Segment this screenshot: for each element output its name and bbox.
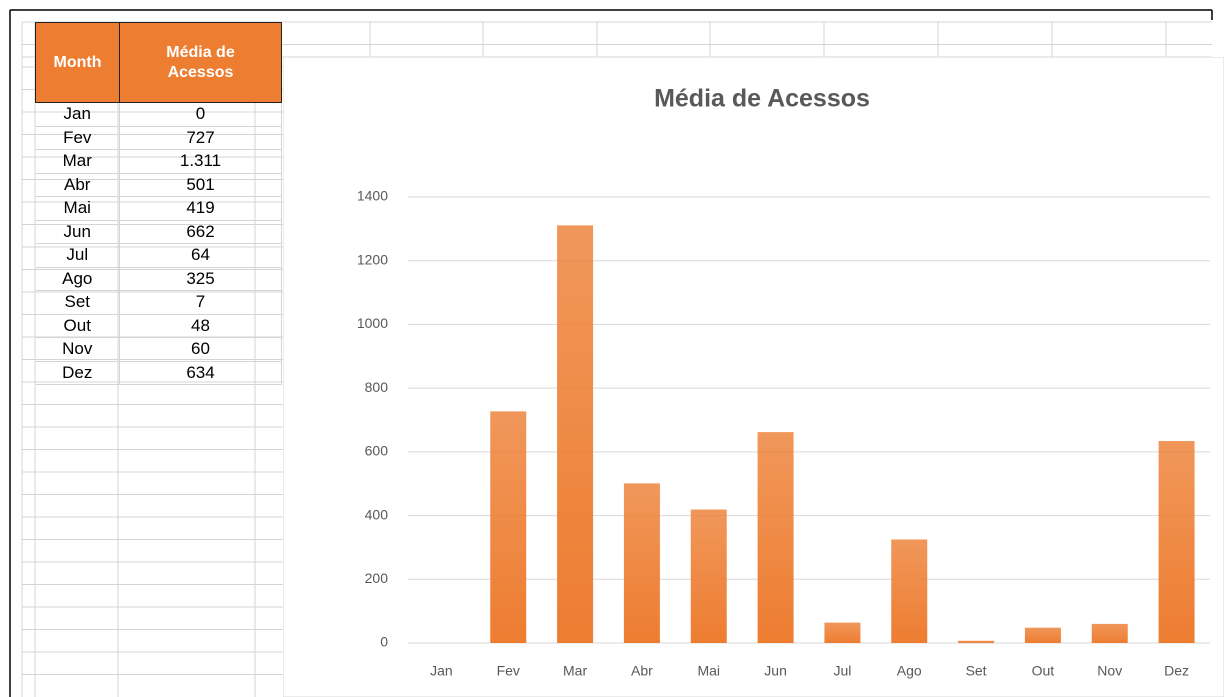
header-cell: Média de Acessos: [119, 22, 282, 103]
bar: [557, 225, 594, 644]
x-tick-label: Fev: [497, 663, 520, 679]
x-tick-label: Jun: [764, 663, 787, 679]
table-row: Fev 727: [35, 126, 282, 150]
x-tick-label: Nov: [1097, 663, 1122, 679]
table-cell: Mar: [35, 149, 120, 174]
table-cell: 325: [119, 267, 282, 291]
x-tick-label: Abr: [631, 663, 653, 679]
x-tick-label: Set: [966, 663, 987, 679]
x-tick-label: Jan: [430, 663, 453, 679]
table-row: Abr 501: [35, 173, 282, 197]
table-row: Nov 60: [35, 337, 282, 362]
table-cell: 64: [119, 243, 282, 268]
table-cell: Jul: [35, 243, 120, 268]
y-tick-label: 1400: [357, 188, 388, 204]
chart-area: [283, 57, 1224, 697]
table-row: Jul 64: [35, 243, 282, 268]
table-cell: 634: [119, 361, 282, 385]
chart: Média de Acessos 0 200 400 600 800 1000 1200 14…: [283, 57, 1224, 697]
table-row: Ago 325: [35, 267, 282, 291]
chart-title: Média de Acessos: [654, 85, 870, 113]
x-tick-label: Ago: [897, 663, 922, 679]
x-tick-label: Mai: [697, 663, 720, 679]
x-tick-label: Dez: [1164, 663, 1189, 679]
table-row: Mar 1.311: [35, 149, 282, 174]
table-cell: 7: [119, 290, 282, 315]
y-tick-label: 0: [380, 634, 388, 650]
table-cell: Ago: [35, 267, 120, 291]
header-cell: Month: [35, 22, 120, 103]
bar: [1091, 623, 1128, 643]
table-cell: 501: [119, 173, 282, 197]
table-cell: 419: [119, 196, 282, 221]
table-cell: Out: [35, 314, 120, 338]
table-row: Mai 419: [35, 196, 282, 221]
bar: [824, 622, 861, 643]
table-cell: Nov: [35, 337, 120, 362]
data-table: Month Média de Acessos Jan 0 Fev 727 Mar 1.31…: [35, 22, 282, 385]
bar: [623, 483, 660, 643]
table-cell: 60: [119, 337, 282, 362]
bar: [690, 509, 727, 643]
y-tick-label: 200: [365, 570, 389, 586]
table-cell: Set: [35, 290, 120, 315]
table-cell: Mai: [35, 196, 120, 221]
y-tick-label: 1200: [357, 251, 388, 267]
table-cell: Abr: [35, 173, 120, 197]
bar: [891, 539, 928, 643]
table-row: Jan 0: [35, 102, 282, 127]
y-tick-label: 600: [365, 443, 389, 459]
bar: [1158, 441, 1195, 643]
table-cell: 727: [119, 126, 282, 150]
bar: [1024, 627, 1061, 643]
x-tick-label: Mar: [563, 663, 587, 679]
table-cell: Fev: [35, 126, 120, 150]
table-row: Dez 634: [35, 361, 282, 385]
y-tick-label: 800: [365, 379, 389, 395]
bar: [757, 432, 794, 643]
table-row: Jun 662: [35, 220, 282, 244]
table-cell: Jan: [35, 102, 120, 127]
table-cell: 0: [119, 102, 282, 127]
bar: [490, 411, 527, 643]
x-tick-label: Jul: [833, 663, 851, 679]
table-cell: 662: [119, 220, 282, 244]
bar: [958, 640, 995, 643]
table-cell: Dez: [35, 361, 120, 385]
table-row: Set 7: [35, 290, 282, 315]
y-tick-label: 1000: [357, 315, 388, 331]
table-cell: 48: [119, 314, 282, 338]
y-tick-label: 400: [365, 506, 389, 522]
x-tick-label: Out: [1032, 663, 1055, 679]
table-cell: 1.311: [119, 149, 282, 174]
table-row: Out 48: [35, 314, 282, 338]
table-cell: Jun: [35, 220, 120, 244]
